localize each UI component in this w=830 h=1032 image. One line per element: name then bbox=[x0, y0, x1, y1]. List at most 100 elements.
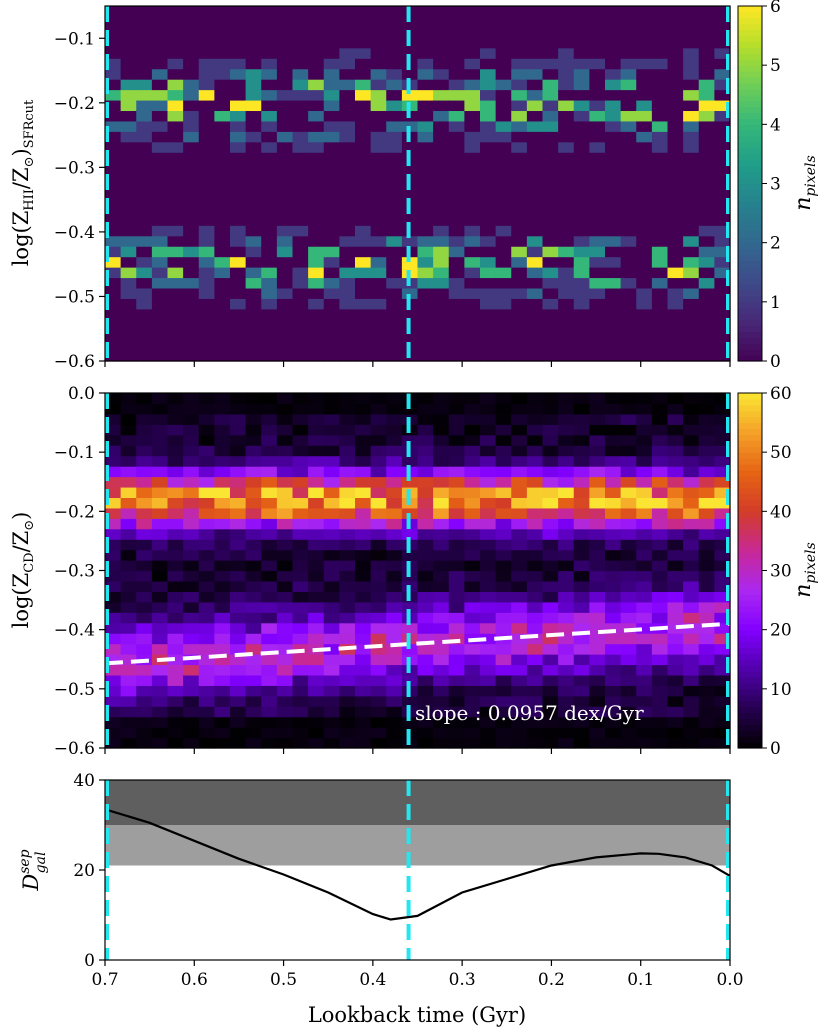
heatmap-cell bbox=[495, 685, 512, 697]
heatmap-cell bbox=[198, 685, 215, 697]
heatmap-cell bbox=[605, 507, 622, 519]
heatmap-cell bbox=[464, 89, 481, 101]
heatmap-cell bbox=[198, 591, 215, 603]
heatmap-cell bbox=[214, 267, 231, 279]
heatmap-cell bbox=[448, 507, 465, 519]
heatmap-cell bbox=[558, 685, 575, 697]
heatmap-cell bbox=[261, 152, 278, 164]
heatmap-cell bbox=[230, 486, 247, 499]
heatmap-cell bbox=[167, 486, 184, 499]
heatmap-cell bbox=[480, 204, 497, 216]
heatmap-cell bbox=[136, 664, 153, 676]
heatmap-cell bbox=[526, 329, 544, 341]
heatmap-cell bbox=[636, 256, 653, 268]
heatmap-cell bbox=[526, 120, 544, 132]
heatmap-cell bbox=[698, 528, 715, 540]
heatmap-cell bbox=[401, 141, 419, 153]
heatmap-cell bbox=[214, 277, 231, 289]
heatmap-cell bbox=[605, 6, 622, 18]
heatmap-cell bbox=[355, 727, 372, 739]
heatmap-cell bbox=[214, 434, 231, 446]
heatmap-cell bbox=[105, 445, 122, 457]
heatmap-cell bbox=[620, 183, 637, 195]
heatmap-cell bbox=[386, 183, 403, 195]
heatmap-cell bbox=[261, 225, 278, 237]
heatmap-cell bbox=[495, 26, 512, 38]
heatmap-cell bbox=[151, 706, 169, 718]
heatmap-cell bbox=[261, 246, 278, 258]
shaded-band bbox=[105, 780, 730, 825]
heatmap-cell bbox=[495, 570, 512, 582]
heatmap-cell bbox=[198, 131, 215, 143]
heatmap-cell bbox=[464, 518, 481, 530]
heatmap-cell bbox=[464, 455, 481, 467]
heatmap-cell bbox=[464, 403, 481, 415]
heatmap-cell bbox=[542, 329, 559, 341]
heatmap-cell bbox=[714, 193, 731, 205]
heatmap-cell bbox=[355, 204, 372, 216]
heatmap-cell bbox=[214, 287, 231, 299]
heatmap-cell bbox=[105, 612, 122, 624]
heatmap-cell bbox=[276, 737, 294, 749]
heatmap-cell bbox=[698, 403, 715, 415]
heatmap-cell bbox=[433, 403, 450, 415]
heatmap-cell bbox=[120, 120, 137, 132]
heatmap-cell bbox=[198, 497, 215, 509]
colorbar-segment bbox=[738, 588, 762, 595]
heatmap-cell bbox=[355, 695, 372, 707]
heatmap-cell bbox=[714, 225, 731, 237]
heatmap-cell bbox=[714, 267, 731, 279]
heatmap-cell bbox=[698, 183, 715, 195]
heatmap-cell bbox=[511, 591, 528, 603]
heatmap-cell bbox=[339, 110, 356, 122]
heatmap-cell bbox=[136, 350, 153, 362]
heatmap-cell bbox=[573, 350, 590, 362]
heatmap-cell bbox=[558, 99, 575, 112]
heatmap-cell bbox=[308, 267, 325, 279]
heatmap-cell bbox=[651, 319, 669, 331]
colorbar-segment bbox=[738, 195, 762, 202]
heatmap-cell bbox=[573, 298, 590, 310]
heatmap-cell bbox=[558, 539, 575, 551]
heatmap-cell bbox=[276, 445, 294, 457]
heatmap-cell bbox=[558, 591, 575, 603]
heatmap-cell bbox=[308, 476, 325, 488]
heatmap-cell bbox=[370, 152, 387, 164]
heatmap-cell bbox=[261, 413, 278, 425]
heatmap-cell bbox=[151, 193, 169, 205]
heatmap-cell bbox=[151, 131, 169, 143]
heatmap-cell bbox=[526, 193, 544, 205]
heatmap-cell bbox=[698, 570, 715, 582]
heatmap-cell bbox=[308, 591, 325, 603]
heatmap-cell bbox=[526, 622, 544, 634]
heatmap-cell bbox=[136, 235, 153, 247]
heatmap-cell bbox=[651, 246, 669, 258]
heatmap-cell bbox=[636, 591, 653, 603]
colorbar-segment bbox=[738, 682, 762, 690]
heatmap-cell bbox=[636, 235, 653, 247]
heatmap-cell bbox=[605, 120, 622, 132]
heatmap-cell bbox=[714, 58, 731, 70]
heatmap-cell bbox=[683, 674, 700, 686]
heatmap-cell bbox=[105, 214, 122, 226]
heatmap-cell bbox=[370, 277, 387, 289]
heatmap-cell bbox=[292, 110, 309, 122]
heatmap-cell bbox=[542, 466, 559, 478]
heatmap-cell bbox=[120, 434, 137, 446]
heatmap-cell bbox=[198, 16, 215, 28]
heatmap-cell bbox=[589, 79, 606, 91]
heatmap-cell bbox=[355, 267, 372, 279]
heatmap-cell bbox=[448, 183, 465, 195]
heatmap-cell bbox=[245, 152, 262, 164]
colorbar-segment bbox=[738, 617, 762, 625]
heatmap-cell bbox=[605, 68, 622, 80]
heatmap-cell bbox=[323, 612, 340, 624]
x-tick-label: 0.3 bbox=[449, 970, 476, 990]
heatmap-cell bbox=[589, 486, 606, 499]
y-tick-label: −0.5 bbox=[54, 287, 95, 307]
heatmap-cell bbox=[480, 403, 497, 415]
heatmap-cell bbox=[230, 47, 247, 59]
heatmap-cell bbox=[542, 308, 559, 320]
heatmap-cell bbox=[167, 476, 184, 488]
heatmap-cell bbox=[526, 612, 544, 624]
